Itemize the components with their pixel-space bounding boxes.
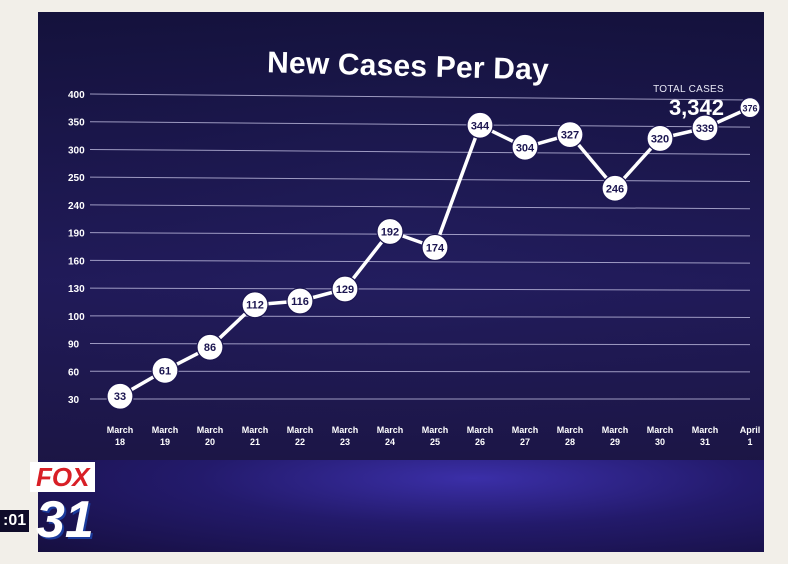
y-tick-label: 100 [68, 312, 85, 323]
y-tick-label: 250 [68, 173, 85, 184]
x-tick-month: March [332, 425, 359, 435]
grid-line [89, 315, 751, 318]
x-tick-month: March [557, 425, 584, 435]
x-tick-day: 26 [475, 437, 485, 447]
grid-line [89, 343, 751, 346]
clock-fragment: :01 [0, 510, 30, 532]
data-label: 376 [742, 104, 757, 114]
data-label: 129 [336, 284, 354, 296]
data-label: 174 [426, 242, 445, 254]
x-tick-day: 18 [115, 437, 125, 447]
x-tick-month: March [422, 425, 449, 435]
data-label: 116 [291, 296, 309, 308]
x-tick-month: March [107, 425, 134, 435]
data-point [691, 114, 719, 142]
grid-line [89, 232, 751, 237]
x-tick-day: 24 [385, 437, 395, 447]
y-tick-label: 400 [68, 90, 85, 101]
grid-line [89, 148, 751, 155]
x-tick-month: March [197, 425, 224, 435]
x-tick-day: 27 [520, 437, 530, 447]
data-label: 192 [381, 227, 399, 239]
x-tick-month: March [692, 425, 719, 435]
data-point [196, 333, 224, 361]
data-label: 327 [561, 130, 579, 142]
x-tick-month: March [467, 425, 494, 435]
x-tick-month: March [287, 425, 314, 435]
data-point [106, 382, 134, 410]
data-point [286, 287, 314, 315]
y-tick-label: 30 [68, 395, 80, 406]
data-point [331, 275, 359, 303]
fox-channel-number: 31 [36, 491, 94, 549]
tv-screen: New Cases Per Day TOTAL CASES 3,342 400 3… [38, 12, 764, 552]
data-point [151, 356, 179, 384]
x-tick-day: 22 [295, 437, 305, 447]
x-tick-month: March [242, 425, 269, 435]
x-tick-month: April [740, 425, 761, 435]
x-tick-day: 28 [565, 437, 575, 447]
data-label: 339 [696, 123, 714, 135]
y-tick-label: 240 [68, 201, 85, 212]
data-label: 304 [516, 142, 535, 154]
y-tick-label: 90 [68, 340, 80, 351]
x-tick-month: March [152, 425, 179, 435]
grid-line [89, 176, 751, 183]
x-tick-day: 31 [700, 437, 710, 447]
x-tick-day: 20 [205, 437, 215, 447]
data-point [601, 174, 629, 202]
y-tick-label: 60 [68, 367, 80, 378]
x-tick-month: March [647, 425, 674, 435]
lower-background [38, 460, 764, 552]
data-point [241, 291, 269, 319]
data-point [646, 124, 674, 153]
grid-line [89, 287, 751, 291]
y-tick-label: 300 [68, 145, 85, 156]
total-cases-label: TOTAL CASES [653, 84, 724, 95]
chart-panel: New Cases Per Day TOTAL CASES 3,342 400 3… [38, 12, 764, 460]
wall-right [764, 12, 788, 552]
data-point [466, 111, 494, 139]
grid-line [89, 370, 751, 373]
y-tick-label: 190 [68, 229, 85, 240]
data-label: 61 [159, 365, 171, 377]
x-tick-day: 19 [160, 437, 170, 447]
x-tick-month: March [512, 425, 539, 435]
x-tick-month: March [377, 425, 404, 435]
x-tick-day: 23 [340, 437, 350, 447]
y-tick-label: 130 [68, 284, 85, 295]
data-label: 246 [606, 183, 624, 195]
grid-line [89, 121, 751, 128]
data-point [376, 217, 404, 246]
data-point [739, 97, 761, 119]
x-tick-day: 21 [250, 437, 260, 447]
x-tick-day: 29 [610, 437, 620, 447]
fox-logo-text: FOX [30, 462, 96, 492]
grid-line [89, 259, 751, 264]
data-label: 33 [114, 391, 126, 403]
data-point [556, 121, 584, 149]
y-tick-label: 160 [68, 256, 85, 267]
data-label: 344 [471, 120, 490, 132]
data-point [511, 133, 539, 161]
x-tick-day: 25 [430, 437, 440, 447]
x-tick-month: March [602, 425, 629, 435]
data-label: 86 [204, 342, 216, 354]
data-point [421, 233, 449, 262]
grid-line [89, 93, 751, 101]
data-label: 320 [651, 133, 669, 145]
data-label: 112 [246, 300, 264, 312]
grid-line [89, 204, 751, 210]
y-tick-label: 350 [68, 118, 85, 129]
x-tick-day: 1 [747, 437, 752, 447]
x-tick-day: 30 [655, 437, 665, 447]
